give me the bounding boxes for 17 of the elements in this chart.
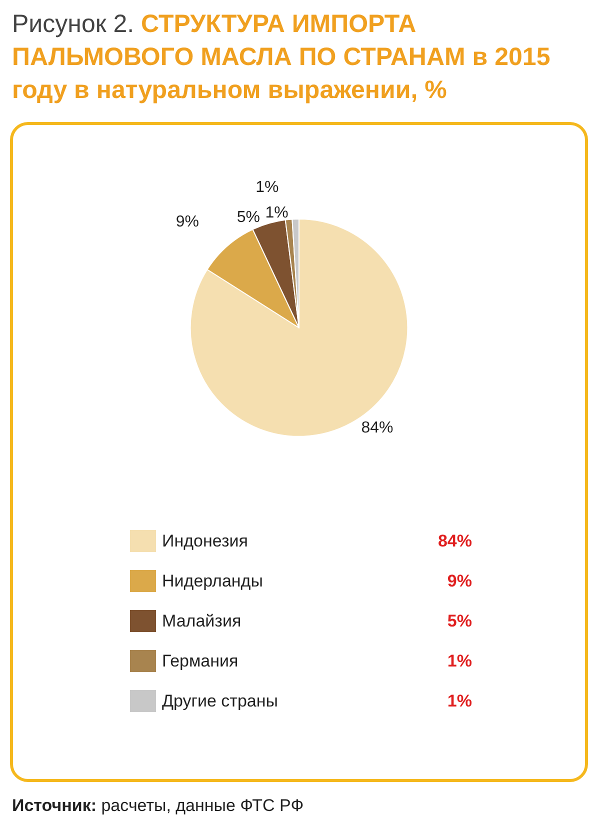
legend-label: Другие страны bbox=[162, 692, 278, 710]
data-label: 84% bbox=[361, 420, 394, 437]
data-label: 9% bbox=[176, 214, 199, 231]
legend-label: Малайзия bbox=[162, 612, 242, 630]
text: 5% bbox=[447, 612, 472, 630]
text: 84% bbox=[438, 532, 472, 550]
legend-label: Германия bbox=[162, 652, 238, 670]
text: 1% bbox=[447, 652, 472, 670]
data-label: 5% bbox=[236, 209, 260, 226]
text: 1% bbox=[447, 692, 472, 710]
chart-title: Рисунок 2. СТРУКТУРА ИМПОРТА ПАЛЬМОВОГО МАСЛА ПО СТРАНАМ в 2015 году в натуральном выражении, % bbox=[12, 9, 552, 106]
data-label: 1% bbox=[256, 179, 279, 196]
legend-label: Индонезия bbox=[162, 532, 248, 550]
data-label: 1% bbox=[265, 204, 288, 222]
legend-label: Нидерланды bbox=[162, 572, 263, 590]
text: Источник: расчеты, данные ФТС РФ bbox=[12, 796, 304, 816]
text: 9% bbox=[447, 572, 472, 590]
